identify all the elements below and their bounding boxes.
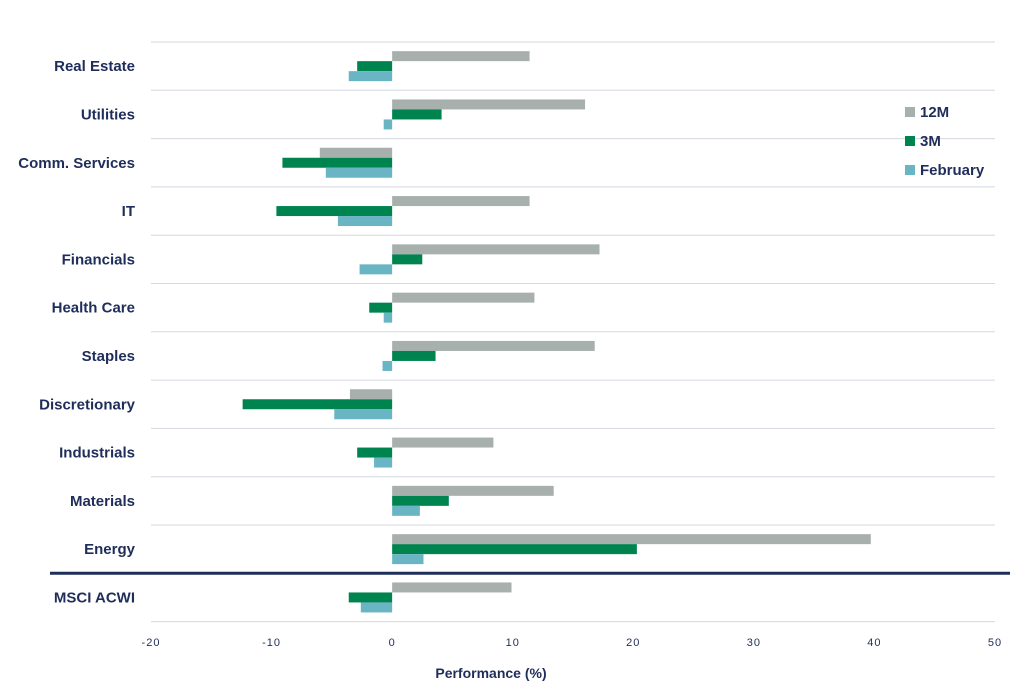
x-tick-label: 30	[747, 637, 761, 649]
bar-february	[337, 216, 393, 227]
bar-3m	[357, 61, 393, 72]
bar-february	[359, 264, 393, 275]
x-tick-label: 10	[506, 637, 520, 649]
category-label: Discretionary	[39, 396, 136, 413]
x-tick-label: -20	[142, 637, 161, 649]
bar-february	[334, 409, 393, 420]
bar-12m	[349, 389, 393, 400]
bar-3m	[392, 544, 637, 555]
bar-february	[383, 312, 393, 323]
category-label: Energy	[84, 541, 136, 558]
bar-february	[325, 167, 393, 178]
x-tick-label: 0	[389, 637, 396, 649]
category-label: IT	[122, 203, 135, 220]
legend-label: February	[920, 162, 985, 179]
bar-3m	[357, 447, 393, 458]
bar-12m	[392, 244, 600, 255]
bar-12m	[392, 485, 554, 496]
bar-12m	[319, 147, 393, 158]
x-tick-labels: -20 -10 0 10 20 30 40 50	[142, 637, 1002, 649]
bar-february	[392, 554, 424, 565]
bar-3m	[392, 254, 423, 265]
bar-february	[348, 71, 393, 82]
bar-layer	[242, 51, 871, 613]
bar-12m	[392, 437, 494, 448]
category-label: Health Care	[52, 300, 135, 317]
category-label: Staples	[82, 348, 135, 365]
bar-3m	[348, 592, 393, 603]
category-label: Materials	[70, 493, 135, 510]
bar-3m	[392, 350, 436, 361]
x-tick-label: 50	[988, 637, 1002, 649]
bar-3m	[392, 495, 449, 506]
bar-3m	[242, 399, 393, 410]
legend-label: 3M	[920, 133, 941, 150]
legend-swatch	[905, 136, 915, 146]
x-tick-label: -10	[262, 637, 281, 649]
bar-february	[360, 602, 393, 613]
legend-label: 12M	[920, 104, 949, 121]
bar-february	[374, 457, 393, 468]
category-label: MSCI ACWI	[54, 589, 135, 606]
legend: 12M 3M February	[905, 104, 985, 179]
bar-february	[383, 119, 393, 130]
legend-swatch	[905, 107, 915, 117]
category-label: Financials	[62, 251, 135, 268]
bar-3m	[392, 109, 442, 120]
bar-12m	[392, 340, 595, 351]
category-label: Comm. Services	[18, 155, 135, 172]
category-label: Utilities	[81, 106, 135, 123]
category-label: Industrials	[59, 445, 135, 462]
grid-layer	[50, 41, 1010, 623]
bar-12m	[392, 51, 530, 62]
bar-3m	[369, 302, 393, 313]
x-tick-label: 20	[626, 637, 640, 649]
category-label: Real Estate	[54, 58, 135, 75]
bar-3m	[276, 206, 393, 217]
bar-12m	[392, 582, 512, 593]
bar-february	[382, 360, 393, 371]
x-tick-label: 40	[867, 637, 881, 649]
bar-3m	[282, 157, 393, 168]
bar-12m	[392, 534, 871, 545]
category-labels: Real Estate Utilities Comm. Services IT Fina…	[18, 58, 135, 606]
bar-february	[392, 505, 420, 516]
x-axis-title: Performance (%)	[435, 665, 546, 681]
bar-12m	[392, 196, 530, 207]
legend-swatch	[905, 165, 915, 175]
bar-12m	[392, 292, 535, 303]
bar-12m	[392, 99, 586, 110]
